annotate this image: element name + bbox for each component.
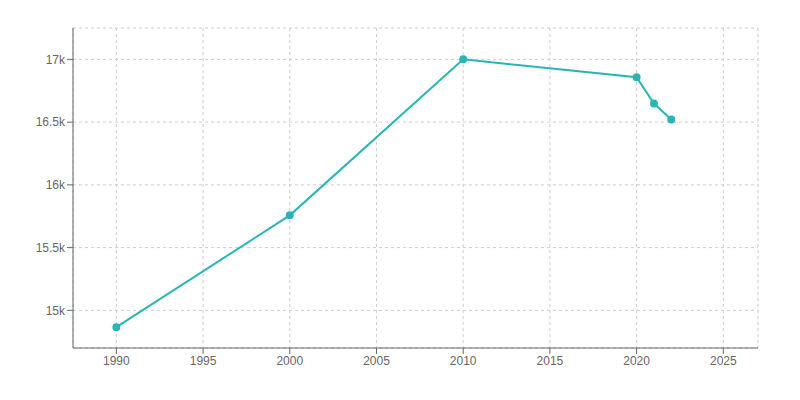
svg-text:2020: 2020: [623, 354, 650, 368]
svg-text:2005: 2005: [363, 354, 390, 368]
svg-text:2015: 2015: [537, 354, 564, 368]
svg-text:2025: 2025: [710, 354, 737, 368]
svg-text:1995: 1995: [190, 354, 217, 368]
svg-text:17k: 17k: [46, 53, 66, 67]
svg-text:15.5k: 15.5k: [36, 241, 66, 255]
svg-text:2000: 2000: [276, 354, 303, 368]
svg-text:16.5k: 16.5k: [36, 115, 66, 129]
svg-text:15k: 15k: [46, 304, 66, 318]
svg-text:1990: 1990: [103, 354, 130, 368]
svg-text:16k: 16k: [46, 178, 66, 192]
svg-text:2010: 2010: [450, 354, 477, 368]
